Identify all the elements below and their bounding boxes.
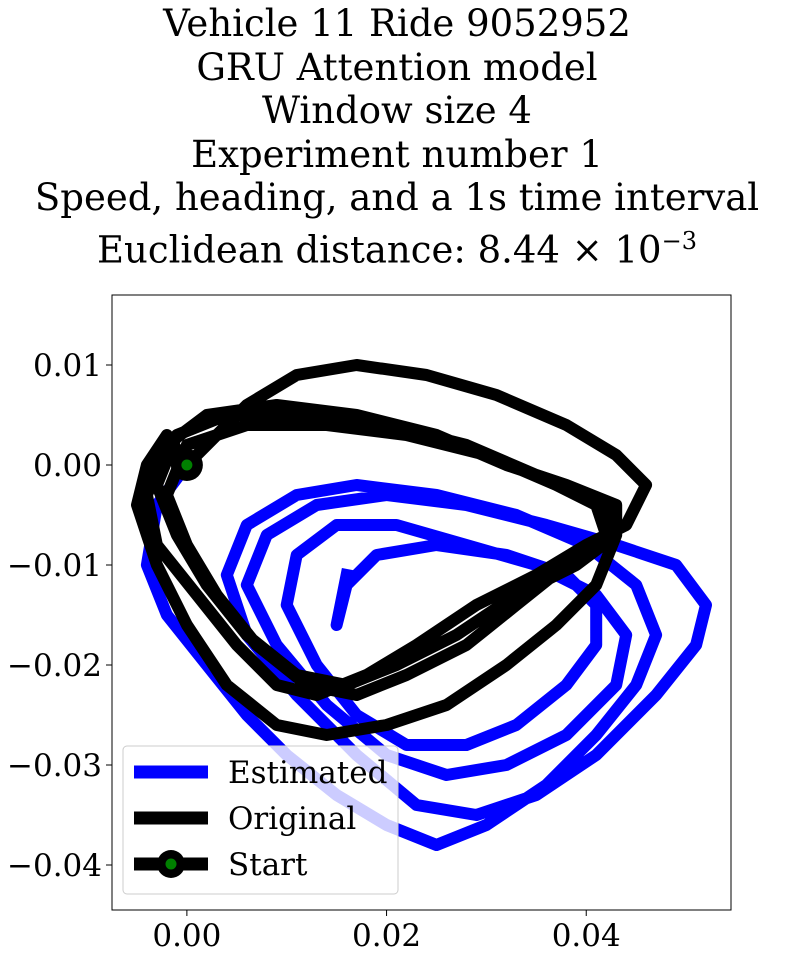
legend-start-marker-dot xyxy=(165,858,177,870)
legend-original-label: Original xyxy=(228,801,356,837)
title-line-5: Speed, heading, and a 1s time interval xyxy=(34,176,760,219)
start-marker-dot xyxy=(181,459,193,471)
title-distance-text: Euclidean distance: 8.44 × 10 xyxy=(97,227,662,271)
series-line-estimated xyxy=(140,456,712,851)
legend: Estimated Original Start xyxy=(122,745,399,895)
title-line-6: Euclidean distance: 8.44 × 10−3 xyxy=(0,220,794,272)
chart-title: Vehicle 11 Ride 9052952 GRU Attention mo… xyxy=(0,2,794,271)
x-tick-label: 0.00 xyxy=(152,918,221,954)
y-tick-label: 0.00 xyxy=(33,448,102,484)
y-tick-label: −0.04 xyxy=(7,848,102,884)
y-tick-label: −0.01 xyxy=(7,548,102,584)
plot-frame xyxy=(111,294,732,911)
x-tick-label: 0.02 xyxy=(352,918,421,954)
title-line-2: GRU Attention model xyxy=(196,45,598,89)
series-line-original xyxy=(131,359,653,741)
y-tick-label: −0.02 xyxy=(7,648,102,684)
legend-estimated-label: Estimated xyxy=(228,755,387,791)
y-tick-label: 0.01 xyxy=(33,348,102,384)
legend-box xyxy=(122,745,399,895)
title-line-4: Experiment number 1 xyxy=(191,132,603,176)
x-tick-label: 0.04 xyxy=(552,918,621,954)
y-tick-label: −0.03 xyxy=(7,748,102,784)
title-line-3: Window size 4 xyxy=(262,89,532,132)
series-layer xyxy=(131,359,712,851)
legend-start-label: Start xyxy=(228,847,308,883)
y-axis: 0.01 0.00 −0.01 −0.02 −0.03 −0.04 xyxy=(7,348,112,884)
title-distance-exponent: −3 xyxy=(661,226,697,255)
title-line-1: Vehicle 11 Ride 9052952 xyxy=(163,2,631,45)
x-axis: 0.00 0.02 0.04 xyxy=(152,910,621,954)
